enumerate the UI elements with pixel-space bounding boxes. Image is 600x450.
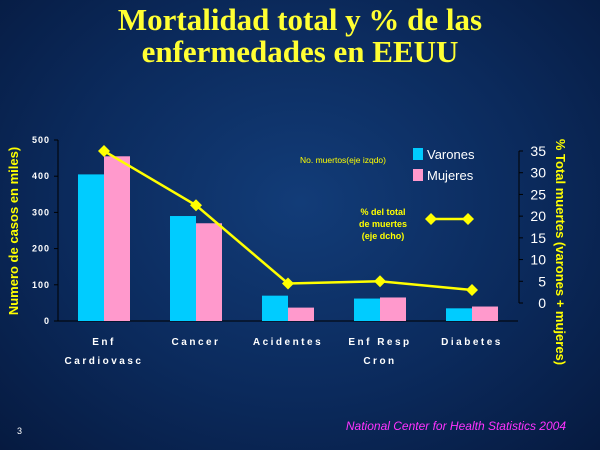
bar bbox=[262, 295, 288, 321]
chart-title: Mortalidad total y % de las enfermedades… bbox=[0, 4, 600, 68]
bar bbox=[472, 306, 498, 321]
y2-tick-label: 0 bbox=[538, 295, 546, 311]
bar bbox=[380, 297, 406, 321]
y2-tick-label: 25 bbox=[530, 186, 546, 202]
bar bbox=[104, 156, 130, 321]
y2-tick-label: 10 bbox=[530, 252, 546, 268]
title-line-2: enfermedades en EEUU bbox=[141, 34, 459, 69]
bar bbox=[354, 298, 380, 321]
title-line-1: Mortalidad total y % de las bbox=[117, 2, 483, 37]
y2-tick-label: 30 bbox=[530, 165, 546, 181]
y2-tick-label: 15 bbox=[530, 230, 546, 246]
x-tick-label: Diabetes bbox=[441, 337, 503, 348]
y2-tick-label: 5 bbox=[538, 273, 546, 289]
y-tick-label: 400 bbox=[32, 171, 50, 181]
legend-label: Mujeres bbox=[427, 168, 474, 183]
bar bbox=[446, 308, 472, 321]
legend-line-marker bbox=[425, 213, 437, 225]
x-tick-label: Enf Resp bbox=[348, 337, 411, 348]
bar bbox=[196, 223, 222, 321]
y2-tick-label: 20 bbox=[530, 208, 546, 224]
line-point bbox=[190, 199, 202, 212]
y-tick-label: 0 bbox=[44, 316, 50, 326]
legend-line-marker bbox=[462, 213, 474, 225]
y-axis-title: Numero de casos en miles) bbox=[6, 147, 21, 315]
line-point bbox=[282, 277, 294, 290]
bar bbox=[170, 216, 196, 321]
y-tick-label: 500 bbox=[32, 135, 50, 145]
legend-line-label: % del total bbox=[360, 207, 405, 217]
legend-swatch bbox=[413, 169, 423, 181]
line-point bbox=[466, 283, 478, 296]
slide-number: 3 bbox=[17, 426, 23, 436]
source-note: National Center for Health Statistics 20… bbox=[345, 419, 566, 433]
y-tick-label: 100 bbox=[32, 280, 50, 290]
y2-tick-label: 35 bbox=[530, 143, 546, 159]
y2-axis-title: % Total muertes (varones + mujeres) bbox=[553, 139, 568, 365]
x-tick-label: Acidentes bbox=[253, 337, 323, 348]
legend-line-label: de muertes bbox=[359, 219, 407, 229]
x-tick-label: Enf bbox=[92, 337, 116, 348]
bar bbox=[288, 307, 314, 321]
line-point bbox=[98, 145, 110, 157]
bar bbox=[78, 174, 104, 321]
y-tick-label: 300 bbox=[32, 207, 50, 217]
x-tick-label: Cancer bbox=[172, 337, 221, 348]
x-tick-label: Cron bbox=[363, 356, 396, 367]
legend-label: Varones bbox=[427, 147, 475, 162]
legend-line-label: (eje dcho) bbox=[362, 231, 405, 241]
x-tick-label: Cardiovasc bbox=[65, 356, 144, 367]
annotation-text: No. muertos(eje izqdo) bbox=[300, 155, 386, 165]
line-point bbox=[374, 275, 386, 288]
y-tick-label: 200 bbox=[32, 244, 50, 254]
legend-swatch bbox=[413, 148, 423, 160]
